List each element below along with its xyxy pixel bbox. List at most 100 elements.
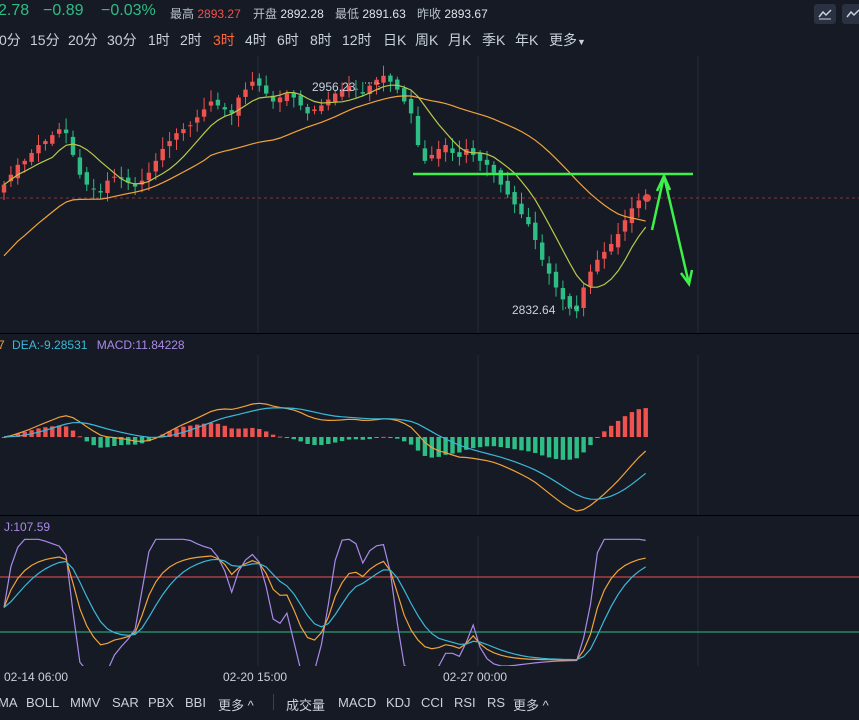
macd-bar [1,437,7,438]
kdj-legend: J:107.59 [4,520,51,534]
macd-bar [353,437,359,440]
timeframe-1[interactable]: 15分 [30,32,60,48]
macd-bar [374,437,379,438]
timeframe-11[interactable]: 日K [383,32,407,48]
timeframe-8[interactable]: 6时 [277,32,299,48]
candle-body [595,259,600,272]
indicator-sar[interactable]: SAR [112,695,139,710]
macd-bar [388,437,393,438]
timeframe-2[interactable]: 20分 [68,32,98,48]
candle-body [581,287,586,309]
indicator-mmv[interactable]: MMV [70,695,101,710]
macd-bar [567,437,572,460]
macd-bar [201,423,207,437]
timeframe-14[interactable]: 季K [482,32,506,48]
candle-body [402,88,407,102]
chevron-up-icon: ^ [542,698,549,713]
candle-body [222,107,227,110]
macd-bar [284,437,290,438]
candle-body [98,191,103,193]
macd-bar [464,437,469,450]
indicator-rsi[interactable]: RSI [454,695,476,710]
macd-bar [222,425,227,437]
low-marker-label: 2832.64 [512,303,556,317]
timeframe-3[interactable]: 30分 [107,32,137,48]
macd-bar [602,431,607,437]
timeframe-4[interactable]: 1时 [148,32,170,48]
macd-bar [540,437,545,456]
candle-body [50,135,55,144]
macd-bar [98,437,103,448]
timeframe-0[interactable]: 0分 [0,32,21,48]
macd-bar [381,436,386,438]
settings-icon[interactable] [842,4,859,24]
candle-body [477,153,483,161]
macd-legend-prefix: 7 [0,338,5,352]
grid [257,56,699,333]
current-price-dot [643,194,651,202]
candle-body [250,81,255,86]
timeframe-12[interactable]: 周K [415,32,439,48]
low-stat: 最低 2891.63 [335,7,406,21]
timeframe-7[interactable]: 4时 [245,32,267,48]
candle-body [498,170,503,185]
candle-body [526,217,531,225]
macd-bar [484,437,490,447]
candle-body [636,200,641,209]
indicator-macd[interactable]: MACD [338,695,377,710]
candle-body [381,75,386,83]
last-price: 2.78 [0,2,30,19]
arrow-head-up [655,172,672,192]
candle-body [29,152,34,162]
line-chart-icon[interactable] [814,4,836,24]
candle-body [167,141,172,147]
time-tick-1: 02-20 15:00 [223,670,288,684]
macd-bar [629,412,635,437]
indicator-rs[interactable]: RS [487,695,506,710]
timeframe-6[interactable]: 3时 [213,32,235,48]
chevron-up-icon: ^ [247,698,254,713]
macd-bar [333,437,338,443]
candle-body [215,99,221,106]
macd-bar [326,437,331,445]
candle-body [257,78,262,86]
candle-body [533,222,538,241]
indicator-boll[interactable]: BOLL [26,695,60,710]
candle-body [8,174,14,182]
kdj-chart[interactable] [0,536,859,666]
timeframe-15[interactable]: 年K [515,32,539,48]
indicator-more-right[interactable]: 更多 ^ [513,698,549,713]
macd-chart[interactable] [0,355,859,515]
indicator-pbx[interactable]: PBX [148,695,175,710]
macd-bar [91,437,96,446]
candle-body [360,92,365,94]
candlestick-chart[interactable]: 2956.23 2832.64 [0,56,859,333]
macd-bar [609,425,614,437]
candle-body [333,93,338,103]
macd-bar [505,437,510,449]
macd-bar [471,437,476,449]
indicator-ma[interactable]: MA [0,695,18,710]
indicator-more-left[interactable]: 更多 ^ [218,698,254,713]
indicator-cci[interactable]: CCI [421,695,444,710]
indicator-kdj[interactable]: KDJ [386,695,411,710]
macd-value: MACD:11.84228 [96,338,185,352]
candle-body [567,296,572,308]
indicator-separator [273,694,274,710]
timeframe-5[interactable]: 2时 [180,32,202,48]
macd-bar [360,437,365,440]
macd-bar [22,431,27,437]
indicator-volume[interactable]: 成交量 [286,698,326,713]
macd-bar [174,428,179,437]
indicator-bbi[interactable]: BBI [185,695,206,710]
candle-body [174,133,179,140]
timeframe-13[interactable]: 月K [448,32,472,48]
candle-body [153,160,158,172]
candle-body [105,180,110,193]
timeframe-more[interactable]: 更多▼ [549,32,586,48]
candle-body [319,105,324,112]
timeframe-10[interactable]: 12时 [342,32,372,48]
low-value: 2891.63 [362,7,406,21]
timeframe-9[interactable]: 8时 [310,32,332,48]
candle-body [457,152,462,157]
